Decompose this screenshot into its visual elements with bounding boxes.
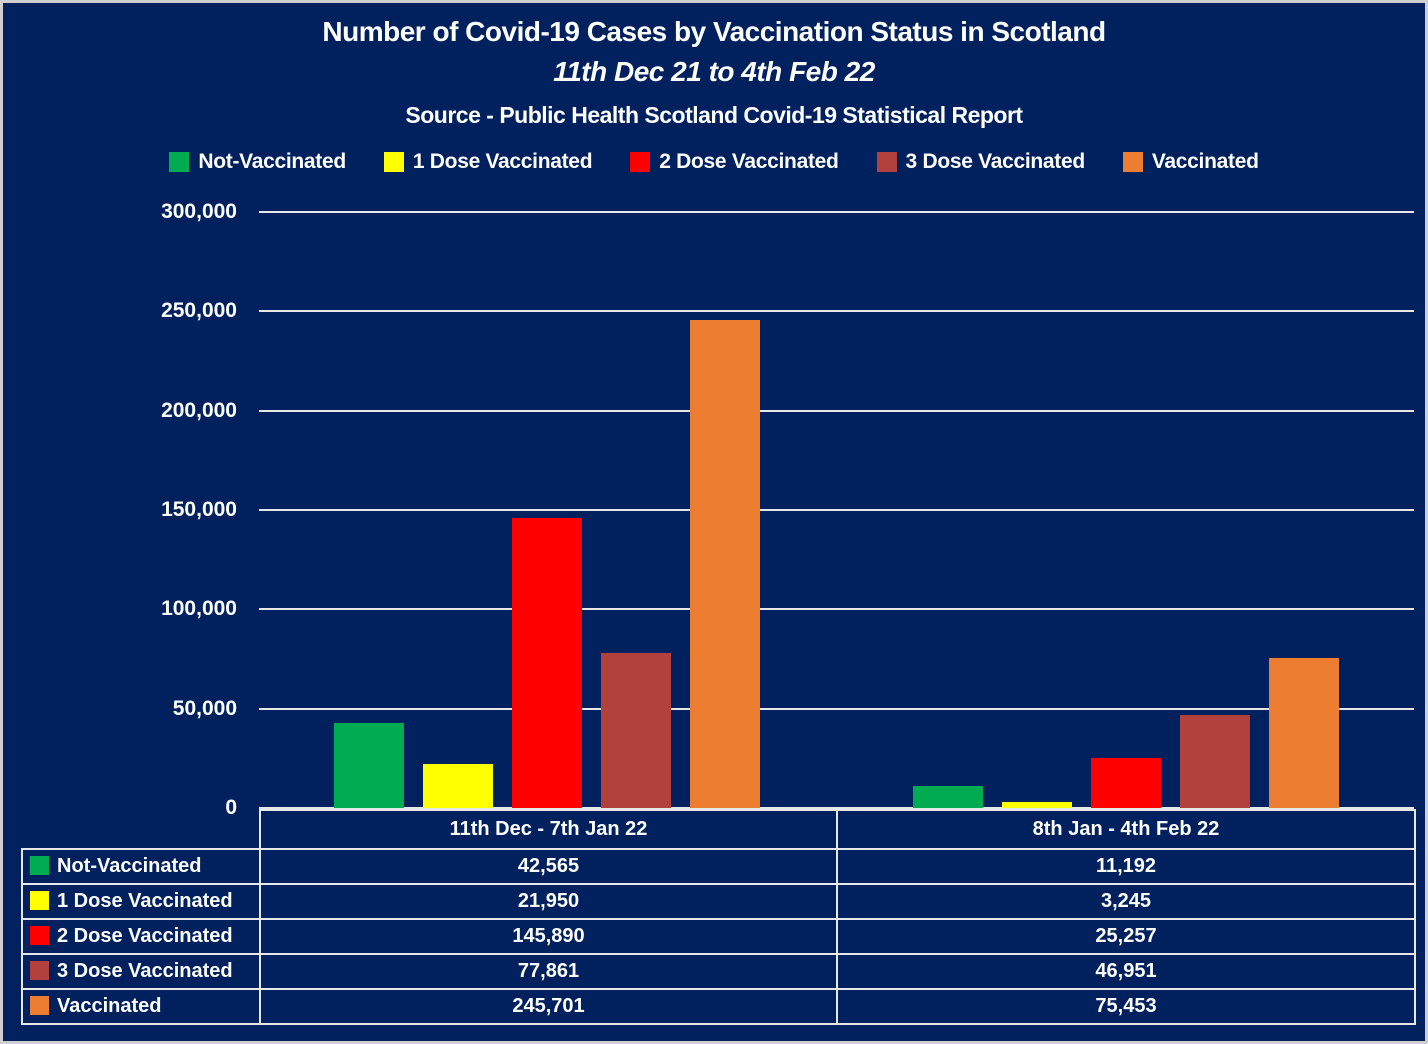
table-row-not-vaccinated: Not-Vaccinated 42,565 11,192 bbox=[21, 848, 1416, 885]
table-value-2-dose-vaccinated-11th-dec-7th-jan-22: 145,890 bbox=[259, 918, 838, 955]
bar-1-dose-vaccinated-11th-dec-7th-jan-22 bbox=[423, 764, 493, 808]
table-swatch-not-vaccinated bbox=[30, 856, 49, 875]
table-value-2-dose-vaccinated-8th-jan-4th-feb-22: 25,257 bbox=[836, 918, 1416, 955]
legend-item-not-vaccinated: Not-Vaccinated bbox=[169, 150, 346, 174]
table-value-vaccinated-8th-jan-4th-feb-22: 75,453 bbox=[836, 988, 1416, 1025]
table-row-2-dose-vaccinated: 2 Dose Vaccinated 145,890 25,257 bbox=[21, 918, 1416, 955]
y-axis: 300,000 250,000 200,000 150,000 100,000 50,00… bbox=[0, 0, 240, 1044]
legend-swatch-not-vaccinated bbox=[169, 152, 190, 172]
y-tick-label: 300,000 bbox=[161, 200, 237, 223]
table-header-11th-dec-7th-jan-22: 11th Dec - 7th Jan 22 bbox=[259, 809, 838, 850]
y-tick-label: 250,000 bbox=[161, 299, 237, 323]
table-header-row: 11th Dec - 7th Jan 22 8th Jan - 4th Feb 2… bbox=[22, 809, 1416, 850]
legend-label-3-dose-vaccinated: 3 Dose Vaccinated bbox=[905, 150, 1086, 173]
table-header-8th-jan-4th-feb-22: 8th Jan - 4th Feb 22 bbox=[836, 809, 1416, 850]
gridline bbox=[259, 310, 1414, 313]
table-swatch-3-dose-vaccinated bbox=[30, 961, 49, 980]
legend-item-1-dose-vaccinated: 1 Dose Vaccinated bbox=[383, 150, 593, 174]
legend-label-vaccinated: Vaccinated bbox=[1151, 150, 1259, 173]
legend-swatch-3-dose-vaccinated bbox=[876, 152, 897, 172]
chart-source: Source - Public Health Scotland Covid-19… bbox=[405, 102, 1023, 128]
gridline bbox=[259, 807, 1414, 809]
table-row-label-1-dose-vaccinated: 1 Dose Vaccinated bbox=[21, 883, 261, 920]
plot-area bbox=[259, 211, 1414, 809]
legend-item-vaccinated: Vaccinated bbox=[1122, 150, 1259, 174]
table-value-not-vaccinated-8th-jan-4th-feb-22: 11,192 bbox=[836, 848, 1416, 885]
table-swatch-2-dose-vaccinated bbox=[30, 926, 49, 945]
gridline bbox=[259, 211, 1414, 213]
y-tick-label: 150,000 bbox=[161, 498, 237, 521]
legend-label-not-vaccinated: Not-Vaccinated bbox=[198, 150, 346, 173]
table-value-vaccinated-11th-dec-7th-jan-22: 245,701 bbox=[259, 988, 838, 1025]
table-row-label-vaccinated: Vaccinated bbox=[21, 988, 261, 1025]
y-tick-label: 100,000 bbox=[161, 597, 237, 621]
table-value-1-dose-vaccinated-11th-dec-7th-jan-22: 21,950 bbox=[259, 883, 838, 920]
bar-group-11th-dec-7th-jan-22 bbox=[334, 212, 760, 808]
y-tick-label: 200,000 bbox=[161, 398, 237, 422]
table-swatch-vaccinated bbox=[30, 996, 49, 1015]
gridline bbox=[259, 608, 1414, 611]
bar-vaccinated-11th-dec-7th-jan-22 bbox=[690, 319, 760, 808]
table-value-not-vaccinated-11th-dec-7th-jan-22: 42,565 bbox=[259, 848, 838, 885]
bar-2-dose-vaccinated-8th-jan-4th-feb-22 bbox=[1091, 757, 1161, 808]
table-row-label-3-dose-vaccinated: 3 Dose Vaccinated bbox=[21, 953, 261, 990]
table-row-label-not-vaccinated: Not-Vaccinated bbox=[21, 848, 261, 885]
table-row-1-dose-vaccinated: 1 Dose Vaccinated 21,950 3,245 bbox=[21, 883, 1416, 920]
bar-3-dose-vaccinated-8th-jan-4th-feb-22 bbox=[1180, 714, 1250, 808]
bar-not-vaccinated-11th-dec-7th-jan-22 bbox=[334, 723, 404, 808]
legend-swatch-vaccinated bbox=[1122, 152, 1143, 172]
gridline bbox=[259, 409, 1414, 412]
table-value-1-dose-vaccinated-8th-jan-4th-feb-22: 3,245 bbox=[836, 883, 1416, 920]
bar-3-dose-vaccinated-11th-dec-7th-jan-22 bbox=[601, 653, 671, 808]
gridline bbox=[259, 509, 1414, 511]
table-corner-cell bbox=[22, 810, 260, 849]
legend-item-3-dose-vaccinated: 3 Dose Vaccinated bbox=[876, 150, 1086, 174]
table-value-3-dose-vaccinated-8th-jan-4th-feb-22: 46,951 bbox=[836, 953, 1416, 990]
gridline bbox=[259, 707, 1414, 710]
legend-label-2-dose-vaccinated: 2 Dose Vaccinated bbox=[659, 150, 839, 173]
legend-swatch-2-dose-vaccinated bbox=[630, 152, 651, 172]
table-row-3-dose-vaccinated: 3 Dose Vaccinated 77,861 46,951 bbox=[21, 953, 1416, 990]
table-value-3-dose-vaccinated-11th-dec-7th-jan-22: 77,861 bbox=[259, 953, 838, 990]
table-swatch-1-dose-vaccinated bbox=[30, 891, 49, 910]
legend-label-1-dose-vaccinated: 1 Dose Vaccinated bbox=[412, 150, 593, 173]
data-table: 11th Dec - 7th Jan 22 8th Jan - 4th Feb 2… bbox=[21, 809, 1416, 1025]
table-row-vaccinated: Vaccinated 245,701 75,453 bbox=[21, 988, 1416, 1025]
legend-item-2-dose-vaccinated: 2 Dose Vaccinated bbox=[630, 150, 839, 174]
chart-legend: Not-Vaccinated 1 Dose Vaccinated 2 Dose Va… bbox=[0, 150, 1428, 174]
y-tick-label: 50,000 bbox=[172, 696, 237, 720]
legend-swatch-1-dose-vaccinated bbox=[383, 152, 404, 172]
bar-group-8th-jan-4th-feb-22 bbox=[913, 212, 1339, 808]
bar-1-dose-vaccinated-8th-jan-4th-feb-22 bbox=[1002, 801, 1072, 808]
chart-title: Number of Covid-19 Cases by Vaccination … bbox=[322, 16, 1106, 47]
bar-vaccinated-8th-jan-4th-feb-22 bbox=[1269, 658, 1339, 808]
bar-not-vaccinated-8th-jan-4th-feb-22 bbox=[913, 785, 983, 808]
table-row-label-2-dose-vaccinated: 2 Dose Vaccinated bbox=[21, 918, 261, 955]
bar-2-dose-vaccinated-11th-dec-7th-jan-22 bbox=[512, 518, 582, 808]
chart-subtitle: 11th Dec 21 to 4th Feb 22 bbox=[553, 56, 875, 87]
y-tick-label: 0 bbox=[225, 796, 237, 819]
